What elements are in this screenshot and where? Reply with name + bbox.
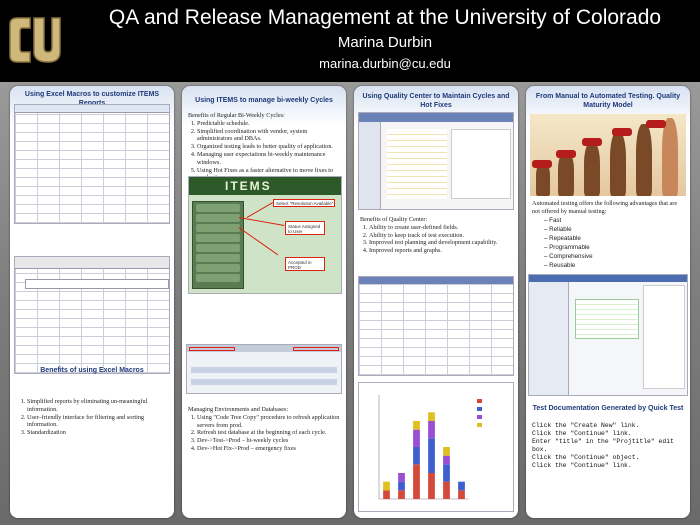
qc-grid-screenshot <box>358 276 514 376</box>
chart-bar-segment <box>413 464 420 499</box>
panel-items-cycles: Using ITEMS to manage bi-weekly Cycles B… <box>182 86 346 518</box>
quicktest-screenshot <box>528 274 688 396</box>
chart-bar-segment <box>443 455 450 465</box>
excel-benefits-list: Simplified reports by eliminating un-mea… <box>18 398 168 437</box>
panel-excel-macros: Using Excel Macros to customize ITEMS Re… <box>10 86 174 518</box>
advantage-item: Comprehensive <box>544 252 686 261</box>
chart-bar-segment <box>398 490 405 499</box>
qc-benefits-intro: Benefits of Quality Center: <box>360 216 428 223</box>
items-benefits: Benefits of Regular Bi-Weekly Cycles: Pr… <box>188 112 342 182</box>
test-step: Click the "Continue" link. <box>532 462 632 469</box>
items-benefit-item: Organized testing leads to better qualit… <box>197 143 342 151</box>
advantage-item: Reliable <box>544 225 686 234</box>
advantage-item: Reusable <box>544 261 686 270</box>
excel-benefit-item: Standardization <box>27 429 168 437</box>
quicktest-doc-heading: Test Documentation Generated by Quick Te… <box>532 405 684 412</box>
chart-bar-segment <box>398 481 405 491</box>
advantage-item: Repeatable <box>544 234 686 243</box>
environments-intro: Managing Environments and Databases: <box>188 406 289 413</box>
qc-tree-screenshot <box>358 112 514 210</box>
chart-legend-swatch <box>477 399 482 403</box>
qc-benefit-item: Improved test planning and development c… <box>369 239 514 247</box>
automation-intro: Automated testing offers the following a… <box>532 200 678 215</box>
panel-automation: From Manual to Automated Testing. Qualit… <box>526 86 690 518</box>
test-step: Enter "title" in the "Projtitle" edit bo… <box>532 438 674 453</box>
callout-assigned: Status Assigned to User <box>285 221 325 235</box>
chart-bar-segment <box>428 473 435 499</box>
items-benefit-item: Managing user expectations bi-weekly mai… <box>197 151 342 167</box>
excel-benefit-item: Simplified reports by eliminating un-mea… <box>27 398 168 414</box>
chart-axes <box>378 395 469 500</box>
poster-title: QA and Release Management at the Univers… <box>108 6 662 29</box>
items-app-screenshot: ITEMS Select "Resolution Available" Stat… <box>188 176 342 294</box>
chart-bar-segment <box>413 421 420 430</box>
chart-bar-segment <box>458 481 465 491</box>
environment-item: Using "Code Tree Copy" procedure to refr… <box>197 414 342 430</box>
environments-section: Managing Environments and Databases: Usi… <box>188 406 342 453</box>
chart-bar-segment <box>383 481 390 491</box>
chart-legend-swatch <box>477 415 482 419</box>
chart-bar-segment <box>398 473 405 482</box>
callout-resolution: Select "Resolution Available" <box>273 199 335 207</box>
callout-accepted: Accepted in PROD <box>285 257 325 271</box>
environment-item: Dev->Test->Prod – bi-weekly cycles <box>197 437 342 445</box>
chart-bar-segment <box>443 481 450 499</box>
chart-bar-segment <box>443 464 450 482</box>
advantage-item: Fast <box>544 216 686 225</box>
qc-benefit-item: Ability to create user-defined fields. <box>369 224 514 232</box>
environment-item: Refresh test database at the beginning o… <box>197 429 342 437</box>
panel-quality-center: Using Quality Center to Maintain Cycles … <box>354 86 518 518</box>
excel-benefit-item: User–friendly interface for filtering an… <box>27 414 168 430</box>
test-step: Click the "Continue" object. <box>532 454 640 461</box>
chart-legend-swatch <box>477 407 482 411</box>
advantage-item: Programmable <box>544 243 686 252</box>
chart-bar-segment <box>413 429 420 447</box>
author-email[interactable]: marina.durbin@cu.edu <box>319 56 451 71</box>
items-heading: Using ITEMS to manage bi-weekly Cycles <box>195 97 333 104</box>
chart-bar-segment <box>428 421 435 439</box>
qc-benefits: Benefits of Quality Center: Ability to c… <box>360 216 514 255</box>
test-step: Click the "Continue" link. <box>532 430 632 437</box>
items-benefits-intro: Benefits of Regular Bi-Weekly Cycles: <box>188 112 285 119</box>
excel-benefits-heading: Benefits of using Excel Macros <box>40 367 144 374</box>
excel-report-screenshot <box>14 104 170 224</box>
items-menu <box>192 201 244 289</box>
chart-bar-segment <box>458 490 465 499</box>
qc-benefit-item: Ability to keep track of test execution. <box>369 232 514 240</box>
items-benefit-item: Predictable schedule. <box>197 120 342 128</box>
chart-bar-segment <box>443 447 450 456</box>
qc-heading: Using Quality Center to Maintain Cycles … <box>362 93 510 109</box>
poster-header: QA and Release Management at the Univers… <box>0 0 700 82</box>
chart-legend-swatch <box>477 423 482 427</box>
automation-advantages: Automated testing offers the following a… <box>532 200 686 270</box>
qc-chart-svg <box>378 395 482 500</box>
chart-bar-segment <box>413 447 420 465</box>
chart-bar-segment <box>428 438 435 473</box>
quicktest-steps: Click the "Create New" link. Click the "… <box>532 422 688 470</box>
excel-heading: Using Excel Macros to customize ITEMS Re… <box>24 91 160 107</box>
excel-filtered-screenshot <box>14 256 170 374</box>
cu-logo <box>9 17 61 63</box>
items-form-screenshot <box>186 344 342 394</box>
environment-item: Dev->Hot Fix->Prod – emergency fixes <box>197 445 342 453</box>
qc-benefit-item: Improved reports and graphs. <box>369 247 514 255</box>
qc-bar-chart <box>358 382 514 512</box>
automation-heading: From Manual to Automated Testing. Qualit… <box>535 93 681 109</box>
chart-bar-segment <box>428 412 435 421</box>
author-name: Marina Durbin <box>337 34 433 51</box>
items-app-title: ITEMS <box>225 179 272 193</box>
chart-bar-segment <box>383 490 390 499</box>
maturity-model-image <box>530 114 686 196</box>
test-step: Click the "Create New" link. <box>532 422 640 429</box>
items-benefit-item: Simplified coordination with vendor, sys… <box>197 128 342 144</box>
